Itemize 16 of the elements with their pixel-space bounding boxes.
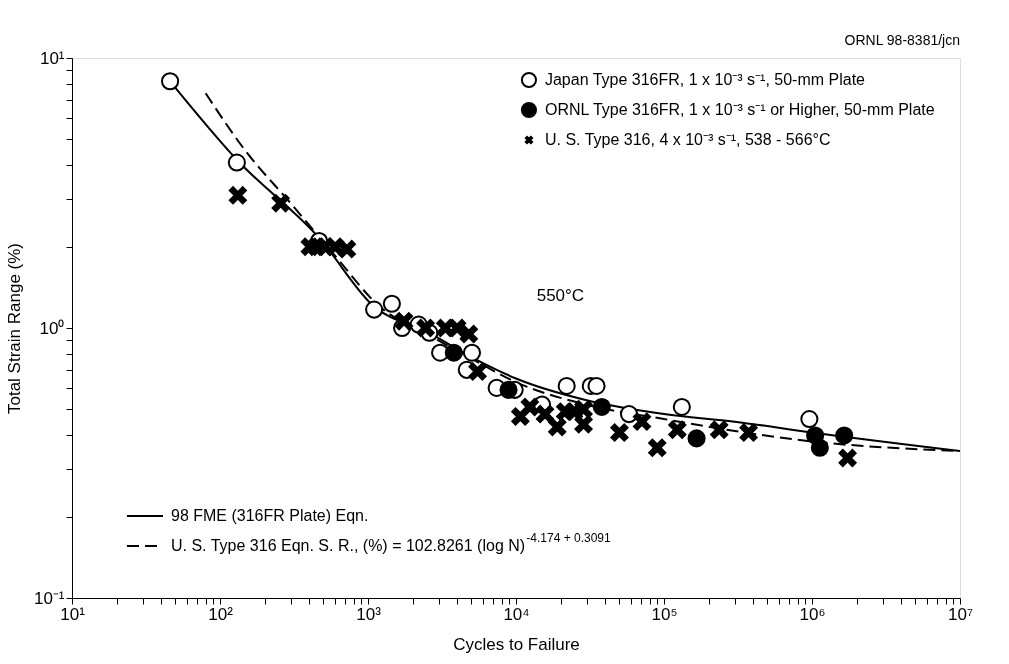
text: ORNL 98-8381/jcn [844, 32, 960, 48]
x-tick-label: 10⁷ [947, 604, 974, 624]
x-axis-title: Cycles to Failure [453, 634, 580, 654]
x-tick-label: 10⁵ [651, 604, 678, 624]
x-tick-label: 10³ [356, 604, 382, 624]
x-tick-label: 10⁴ [503, 604, 530, 624]
annotation: 550°C [536, 285, 585, 305]
x-tick-label: 10⁶ [799, 604, 826, 624]
legend-label: ORNL Type 316FR, 1 x 10⁻³ s⁻¹ or Higher, 50-mm Plate [544, 101, 935, 118]
legend-label: U. S. Type 316, 4 x 10⁻³ s⁻¹, 538 - 566°C [544, 131, 831, 148]
x-tick-label: 10² [208, 604, 234, 624]
y-tick-label: 10⁰ [39, 318, 65, 338]
legend-label: Japan Type 316FR, 1 x 10⁻³ s⁻¹, 50-mm Plate [544, 71, 866, 88]
y-tick-label: 10¹ [39, 48, 65, 68]
y-axis-title: Total Strain Range (%) [4, 242, 24, 415]
legend-label: 98 FME (316FR Plate) Eqn. [171, 507, 369, 524]
